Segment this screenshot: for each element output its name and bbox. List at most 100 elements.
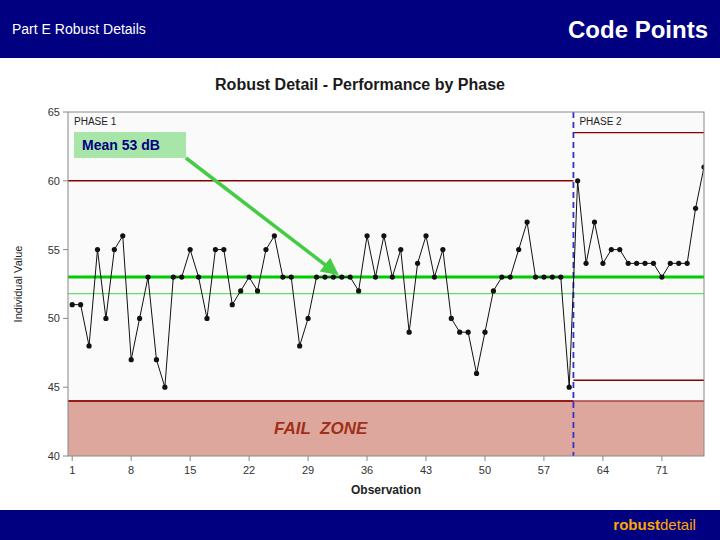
data-point [609, 247, 614, 252]
data-point [145, 275, 150, 280]
title: Robust Detail - Performance by Phase [215, 76, 505, 93]
data-point [171, 275, 176, 280]
data-point [112, 247, 117, 252]
data-point [550, 275, 555, 280]
x-tick-label: 29 [302, 464, 314, 476]
x-tick-label: 8 [128, 464, 134, 476]
data-point [440, 247, 445, 252]
data-point [129, 357, 134, 362]
x-tick [308, 456, 309, 461]
data-point [95, 247, 100, 252]
y-axis-label: Individual Value [12, 246, 24, 323]
x-tick [484, 456, 485, 461]
data-point [297, 343, 302, 348]
mean-line [68, 293, 704, 294]
data-point [491, 288, 496, 293]
data-point [575, 178, 580, 183]
data-point [668, 261, 673, 266]
data-point [280, 275, 285, 280]
fail-zone-label: FAIL ZONE [274, 419, 368, 438]
ucl-line [573, 132, 704, 133]
x-tick-label: 57 [538, 464, 550, 476]
chart: Part E Robust DetailsCode PointsRobust D… [0, 0, 720, 540]
x-tick-label: 22 [243, 464, 255, 476]
phase-label: PHASE 2 [579, 116, 622, 127]
data-point [78, 302, 83, 307]
x-tick [426, 456, 427, 461]
data-point [204, 316, 209, 321]
x-tick [543, 456, 544, 461]
plot-frame [68, 112, 704, 456]
data-point [373, 275, 378, 280]
y-tick [63, 112, 68, 113]
data-point [415, 261, 420, 266]
data-point [499, 275, 504, 280]
data-point [305, 316, 310, 321]
data-point [524, 219, 529, 224]
data-line [72, 167, 704, 387]
mean-box [74, 132, 186, 158]
data-point [693, 206, 698, 211]
data-point [407, 330, 412, 335]
data-point [583, 261, 588, 266]
fail-zone [68, 401, 704, 456]
data-point [162, 385, 167, 390]
data-point [592, 219, 597, 224]
mean-line [68, 276, 704, 279]
data-point [314, 275, 319, 280]
x-tick [661, 456, 662, 461]
plot-area [68, 112, 704, 456]
footer-bold: robust [613, 516, 660, 533]
x-tick-label: 50 [479, 464, 491, 476]
data-point [221, 247, 226, 252]
x-tick [190, 456, 191, 461]
data-point [213, 247, 218, 252]
data-point [272, 233, 277, 238]
data-point [255, 288, 260, 293]
data-point [331, 275, 336, 280]
data-point [516, 247, 521, 252]
y-tick [63, 456, 68, 457]
data-point [230, 302, 235, 307]
x-tick [72, 456, 73, 461]
data-point [600, 261, 605, 266]
data-point [466, 330, 471, 335]
data-point [348, 275, 353, 280]
x-tick [249, 456, 250, 461]
x-tick-label: 1 [69, 464, 75, 476]
y-tick-label: 65 [48, 106, 60, 118]
header-left: Part E Robust Details [12, 21, 146, 37]
data-point [86, 343, 91, 348]
x-tick-label: 15 [184, 464, 196, 476]
data-point [482, 330, 487, 335]
header-bg [0, 0, 720, 58]
data-point [642, 261, 647, 266]
data-point [381, 233, 386, 238]
data-point [196, 275, 201, 280]
y-tick [63, 318, 68, 319]
data-point [398, 247, 403, 252]
y-tick-label: 40 [48, 450, 60, 462]
x-tick-label: 43 [420, 464, 432, 476]
footer-normal: detail [660, 516, 696, 533]
data-point [263, 247, 268, 252]
plot-bg [68, 112, 704, 456]
x-tick [367, 456, 368, 461]
data-point [390, 275, 395, 280]
data-point [449, 316, 454, 321]
x-tick [131, 456, 132, 461]
data-point [651, 261, 656, 266]
y-tick [63, 180, 68, 181]
x-axis-label: Observation [351, 483, 421, 497]
data-point [120, 233, 125, 238]
x-tick-label: 36 [361, 464, 373, 476]
data-point [289, 275, 294, 280]
data-point [617, 247, 622, 252]
x-tick-label: 64 [597, 464, 609, 476]
data-point [567, 385, 572, 390]
x-tick-label: 71 [656, 464, 668, 476]
data-point [188, 247, 193, 252]
ucl-line [68, 180, 573, 181]
y-tick-label: 45 [48, 381, 60, 393]
data-point [70, 302, 75, 307]
